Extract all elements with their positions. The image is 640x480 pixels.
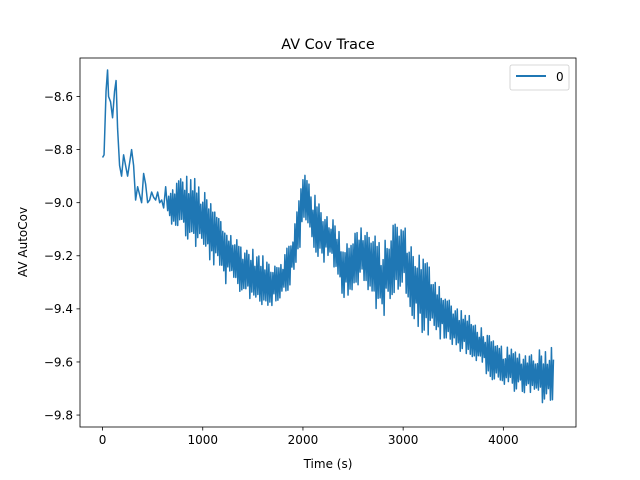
x-tick-label: 0 <box>99 433 107 447</box>
y-tick-label: −9.6 <box>44 355 73 369</box>
y-axis-title: AV AutoCov <box>16 207 30 277</box>
series-line <box>101 69 555 404</box>
chart-title: AV Cov Trace <box>281 37 375 53</box>
x-tick-label: 1000 <box>187 433 218 447</box>
y-tick-label: −9.8 <box>44 408 73 422</box>
legend-label: 0 <box>556 70 564 84</box>
x-tick-label: 2000 <box>288 433 319 447</box>
y-tick-label: −8.8 <box>44 143 73 157</box>
y-tick-label: −9.0 <box>44 196 73 210</box>
legend-box <box>509 64 570 91</box>
axes-frame <box>79 57 577 428</box>
plot-area <box>101 69 555 404</box>
x-tick-label: 3000 <box>388 433 419 447</box>
x-axis-title: Time (s) <box>303 457 353 471</box>
x-tick-label: 4000 <box>488 433 519 447</box>
legend: 0 <box>509 64 570 91</box>
y-axis: −9.8 −9.6 −9.4 −9.2 −9.0 −8.8 −8.6 <box>44 90 80 422</box>
y-tick-label: −8.6 <box>44 90 73 104</box>
y-tick-label: −9.4 <box>44 302 73 316</box>
y-tick-label: −9.2 <box>44 249 73 263</box>
x-axis: 0 1000 2000 3000 4000 <box>99 427 519 447</box>
